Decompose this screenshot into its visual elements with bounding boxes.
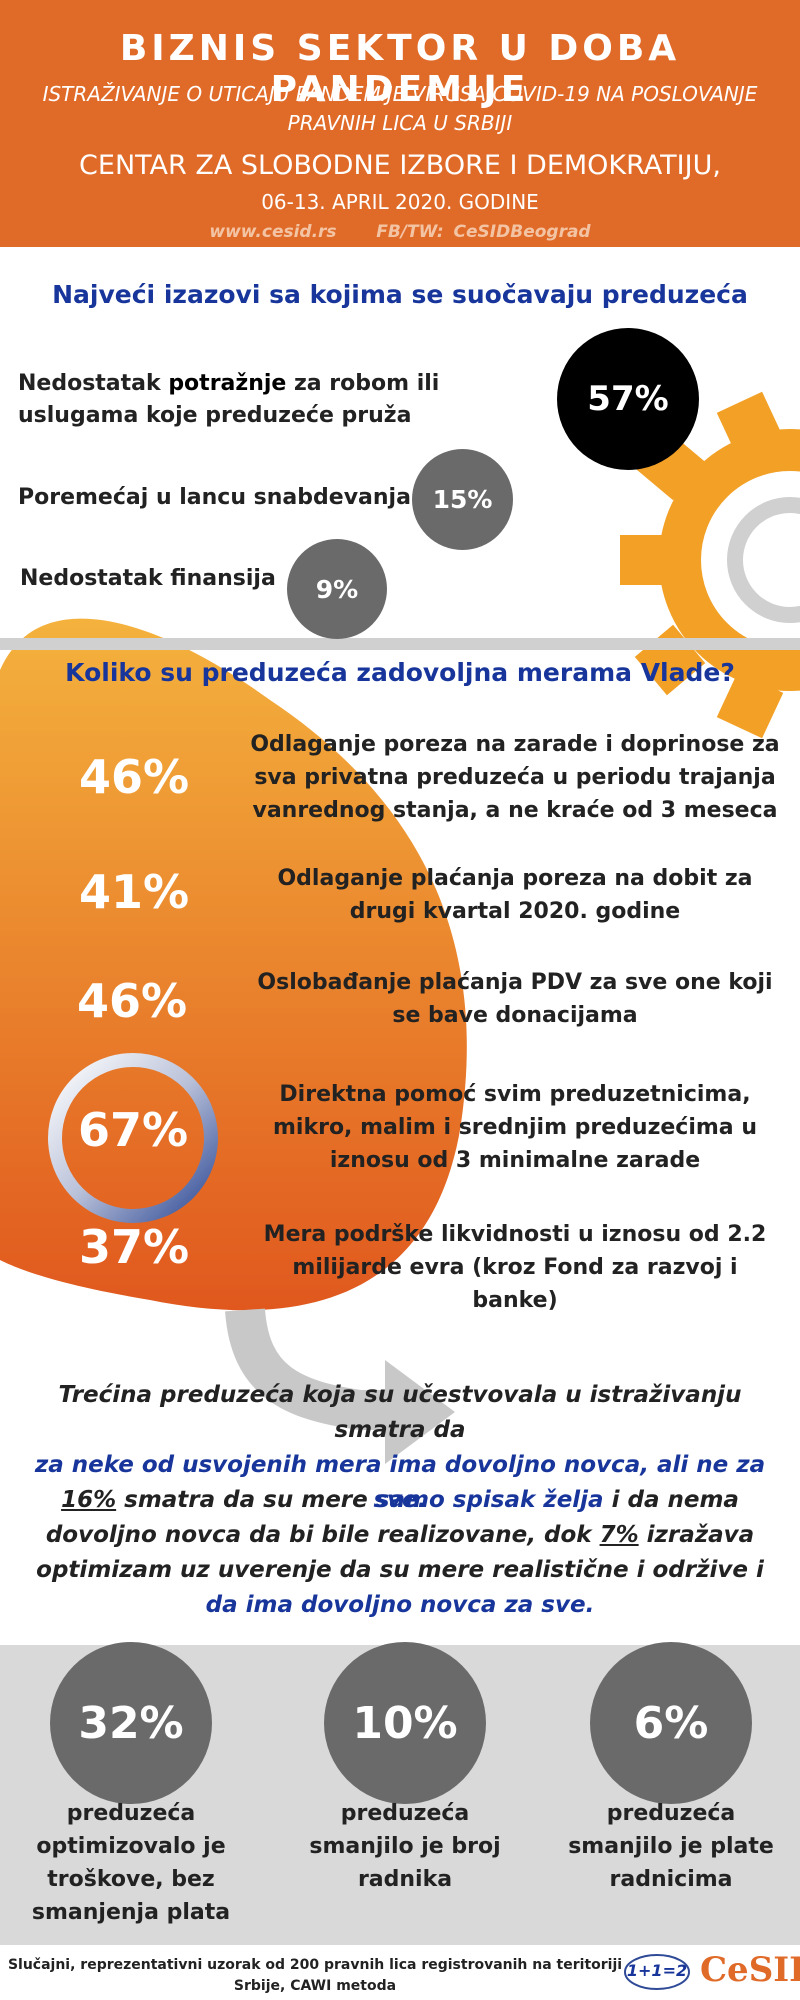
website-link[interactable]: www.cesid.rs <box>209 222 337 242</box>
summary-paragraph-2: 16% smatra da su mere samo spisak želja … <box>36 1487 764 1618</box>
measure-4-percent: 67% <box>77 1103 189 1157</box>
challenge-finance-percent: 9% <box>287 539 387 639</box>
page-title: BIZNIS SEKTOR U DOBA PANDEMIJE <box>119 28 681 110</box>
organization-name: CENTAR ZA SLOBODNE IZBORE I DEMOKRATIJU, <box>79 150 721 181</box>
stat-2-percent: 10% <box>324 1642 486 1804</box>
section-divider <box>0 638 800 650</box>
orange-blob-shape <box>0 618 467 1311</box>
challenge-finance: Nedostatak finansija <box>20 566 276 591</box>
challenge-demand-percent: 57% <box>557 328 699 470</box>
measure-3-percent: 46% <box>76 974 188 1028</box>
social-handle: FB/TW: CeSIDBeograd <box>376 222 591 242</box>
measure-2-percent: 41% <box>78 865 190 919</box>
measure-5-text: Mera podrške likvidnosti u iznosu od 2.2… <box>263 1222 767 1313</box>
header-banner: BIZNIS SEKTOR U DOBA PANDEMIJE ISTRAŽIVA… <box>0 0 800 247</box>
measure-3-text: Oslobađanje plaćanja PDV za sve one koji… <box>257 970 773 1028</box>
challenges-title: Najveći izazovi sa kojima se suočavaju p… <box>52 280 748 309</box>
summary-paragraph-1: Trećina preduzeća koja su učestvovala u … <box>34 1382 766 1513</box>
stat-3-label: preduzeća smanjilo je plate radnicima <box>568 1801 774 1892</box>
header-links: www.cesid.rs FB/TW: CeSIDBeograd <box>0 222 800 242</box>
challenge-demand: Nedostatak potražnje za robom ili usluga… <box>18 371 440 428</box>
background-decoration <box>0 391 800 1464</box>
highlight-ring-icon <box>48 1053 218 1223</box>
stat-1-label: preduzeća optimizovalo je troškove, bez … <box>31 1801 231 1925</box>
measure-1-percent: 46% <box>78 750 190 804</box>
measure-2-text: Odlaganje plaćanja poreza na dobit za dr… <box>277 866 753 924</box>
challenge-supply-chain: Poremećaj u lancu snabdevanja <box>18 485 411 510</box>
measure-4-text: Direktna pomoć svim preduzetnicima, mikr… <box>273 1082 757 1173</box>
page-subtitle: ISTRAŽIVANJE O UTICAJU PANDEMIJE VIRUSA … <box>42 82 758 135</box>
math-logo-icon: 1+1=2 <box>622 1952 692 1992</box>
measure-1-text: Odlaganje poreza na zarade i doprinose z… <box>250 732 780 823</box>
government-title: Koliko su preduzeća zadovoljna merama Vl… <box>65 658 735 687</box>
stat-1-percent: 32% <box>50 1642 212 1804</box>
methodology-note: Slučajni, reprezentativni uzorak od 200 … <box>7 1957 623 1994</box>
cesid-logo: CeSID <box>700 1950 800 1990</box>
survey-date: 06-13. APRIL 2020. GODINE <box>261 190 539 214</box>
stat-2-label: preduzeća smanjilo je broj radnika <box>309 1801 501 1892</box>
challenge-supply-chain-percent: 15% <box>412 449 513 550</box>
measure-5-percent: 37% <box>78 1220 190 1274</box>
curved-arrow-icon <box>225 1307 455 1464</box>
stat-3-percent: 6% <box>590 1642 752 1804</box>
